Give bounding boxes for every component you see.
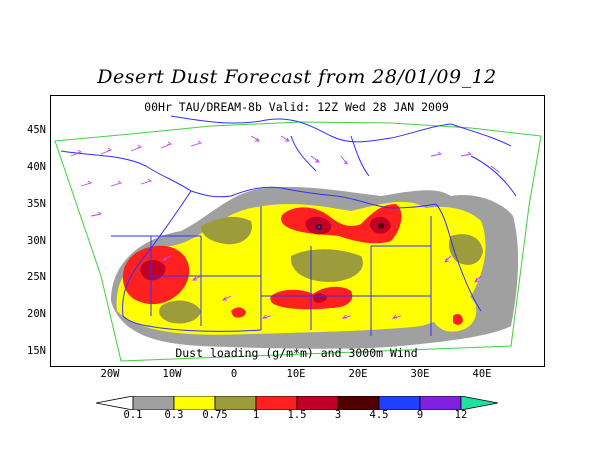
colorbar — [96, 396, 498, 410]
colorbar-segment — [460, 396, 498, 410]
colorbar-label: 1.5 — [287, 409, 307, 421]
colorbar-label: 1 — [252, 409, 260, 421]
lon-tick: 20E — [348, 368, 368, 380]
lon-tick: 10W — [162, 368, 182, 380]
dust-layer-yellow-east — [429, 290, 477, 332]
lon-tick: 20W — [100, 368, 120, 380]
lat-tick: 20N — [27, 308, 46, 320]
dust-core-2 — [378, 223, 384, 229]
wind-arrows — [70, 135, 500, 319]
dust-layer-red-north — [281, 204, 402, 244]
lon-tick: 40E — [472, 368, 492, 380]
model-domain-outline — [54, 121, 542, 362]
colorbar-segment — [96, 396, 134, 410]
map-frame — [50, 95, 545, 367]
colorbar-label: 0.3 — [164, 409, 184, 421]
colorbar-label: 9 — [416, 409, 424, 421]
lon-tick: 10E — [286, 368, 306, 380]
lon-tick: 0 — [230, 368, 238, 380]
colorbar-label: 0.75 — [202, 409, 228, 421]
coastlines — [60, 115, 517, 336]
colorbar-segment — [378, 396, 421, 410]
colorbar-segment — [296, 396, 339, 410]
map-subtitle: 00Hr TAU/DREAM-8b Valid: 12Z Wed 28 JAN … — [144, 100, 449, 114]
map-title: Desert Dust Forecast from 28/01/09_12 — [97, 66, 497, 88]
lat-tick: 40N — [27, 161, 46, 173]
dust-core-blue — [317, 225, 321, 229]
colorbar-segment — [419, 396, 462, 410]
colorbar-segment — [337, 396, 380, 410]
colorbar-label: 12 — [454, 409, 468, 421]
colorbar-label: 0.1 — [123, 409, 143, 421]
map-caption: Dust loading (g/m*m) and 3000m Wind — [175, 346, 418, 360]
lat-tick: 35N — [27, 198, 46, 210]
lon-tick: 30E — [410, 368, 430, 380]
colorbar-segment — [214, 396, 257, 410]
lat-tick: 30N — [27, 235, 46, 247]
colorbar-label: 4.5 — [369, 409, 389, 421]
dust-layer-olive — [159, 216, 483, 324]
colorbar-segment — [132, 396, 175, 410]
lat-tick: 45N — [27, 124, 46, 136]
colorbar-label: 3 — [334, 409, 342, 421]
lat-tick: 25N — [27, 271, 46, 283]
lat-tick: 15N — [27, 345, 46, 357]
colorbar-segment — [255, 396, 298, 410]
dust-map — [54, 115, 542, 362]
colorbar-segment — [173, 396, 216, 410]
